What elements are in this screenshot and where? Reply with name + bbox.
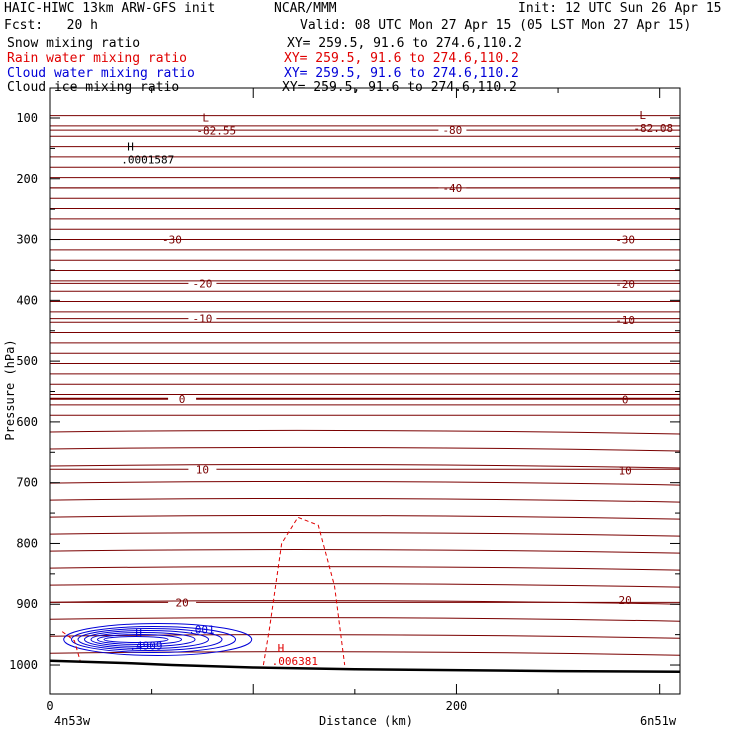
contour-label: 10 <box>196 463 209 476</box>
rain-contour <box>61 631 81 663</box>
contour-label: 20 <box>175 596 188 609</box>
x-start-location: 4n53w <box>54 714 91 728</box>
isotherm-line <box>49 429 681 435</box>
extremum-h: H <box>127 140 134 153</box>
cloud-water-contour <box>90 631 196 647</box>
extremum-l: L <box>202 111 209 124</box>
field-snow-label: Snow mixing ratio <box>7 36 141 51</box>
cloud-water-contour <box>63 622 253 656</box>
contour-label-right: 0 <box>622 393 629 406</box>
extremum-value: -82.08 <box>633 122 673 135</box>
field-snow-xy: XY= 259.5, 91.6 to 274.6,110.2 <box>287 36 522 51</box>
cloud-water-contour <box>97 633 183 645</box>
isotherm-line <box>49 463 681 469</box>
y-tick-label: 400 <box>16 293 38 307</box>
isotherm-line <box>49 583 681 588</box>
cloud-water-contour <box>71 625 237 653</box>
contour-label: -30 <box>162 234 182 247</box>
cloud-water-contours <box>63 622 253 656</box>
contour-label: 0 <box>179 393 186 406</box>
isotherm-line <box>49 566 681 571</box>
plot-frame <box>49 87 681 695</box>
contour-labels: -80-40-30-20-1001020-30-20-1001020L-82.5… <box>121 109 673 668</box>
isotherm-line <box>49 617 681 622</box>
terrain <box>49 659 681 673</box>
extremum-value: -82.55 <box>196 124 236 137</box>
extremum-value: .006381 <box>272 655 318 668</box>
temperature-contours <box>49 115 681 656</box>
contour-label-right: -20 <box>615 278 635 291</box>
y-tick-label: 200 <box>16 172 38 186</box>
field-rain-label: Rain water mixing ratio <box>7 51 188 66</box>
x-axis-label: Distance (km) <box>319 714 413 728</box>
contour-label: -40 <box>442 182 462 195</box>
y-tick-label: 1000 <box>9 658 38 672</box>
cloud-water-label: .001 <box>188 623 215 636</box>
x-end-location: 6n51w <box>640 714 677 728</box>
rain-contour <box>262 516 346 666</box>
contour-label: -10 <box>192 313 212 326</box>
isotherm-line <box>49 480 681 486</box>
init-time: Init: 12 UTC Sun 26 Apr 15 <box>518 1 722 16</box>
cloud-water-contour <box>103 635 169 643</box>
field-cloudwater-label: Cloud water mixing ratio <box>7 66 195 81</box>
y-tick-label: 500 <box>16 354 38 368</box>
contour-label: -20 <box>192 277 212 290</box>
isotherm-line <box>49 446 681 452</box>
contour-label: -80 <box>442 124 462 137</box>
isotherm-line <box>49 515 681 520</box>
y-tick-label: 800 <box>16 536 38 550</box>
valid-time: Valid: 08 UTC Mon 27 Apr 15 (05 LST Mon … <box>300 18 692 33</box>
isotherm-line <box>49 549 681 554</box>
terrain-line <box>49 659 681 673</box>
y-tick-label: 900 <box>16 597 38 611</box>
org-label: NCAR/MMM <box>274 1 337 16</box>
field-cloudwater-xy: XY= 259.5, 91.6 to 274.6,110.2 <box>284 66 519 81</box>
contour-label-right: -10 <box>615 314 635 327</box>
isotherm-line <box>49 497 681 503</box>
cloud-water-contour <box>77 627 223 651</box>
extremum-value: .0001587 <box>121 153 174 166</box>
contour-label-right: 20 <box>619 594 632 607</box>
x-tick-label: 0 <box>46 699 53 713</box>
y-tick-label: 300 <box>16 233 38 247</box>
forecast-hour: Fcst: 20 h <box>4 18 98 33</box>
rain-contours <box>61 516 346 666</box>
model-title: HAIC-HIWC 13km ARW-GFS init <box>4 1 216 16</box>
extremum-h: H <box>135 627 142 640</box>
cloud-water-contour <box>84 629 210 649</box>
extremum-l: L <box>639 109 646 122</box>
isotherm-line <box>49 532 681 537</box>
isotherm-line <box>49 634 681 639</box>
field-rain-xy: XY= 259.5, 91.6 to 274.6,110.2 <box>284 51 519 66</box>
y-axis-label: Pressure (hPa) <box>3 339 17 440</box>
contour-label-right: 10 <box>619 465 632 478</box>
y-tick-label: 600 <box>16 415 38 429</box>
x-tick-label: 200 <box>446 699 468 713</box>
y-tick-label: 100 <box>16 111 38 125</box>
contour-label-right: -30 <box>615 234 635 247</box>
y-tick-label: 700 <box>16 476 38 490</box>
extremum-value: .4909 <box>129 640 162 653</box>
extremum-h: H <box>278 642 285 655</box>
